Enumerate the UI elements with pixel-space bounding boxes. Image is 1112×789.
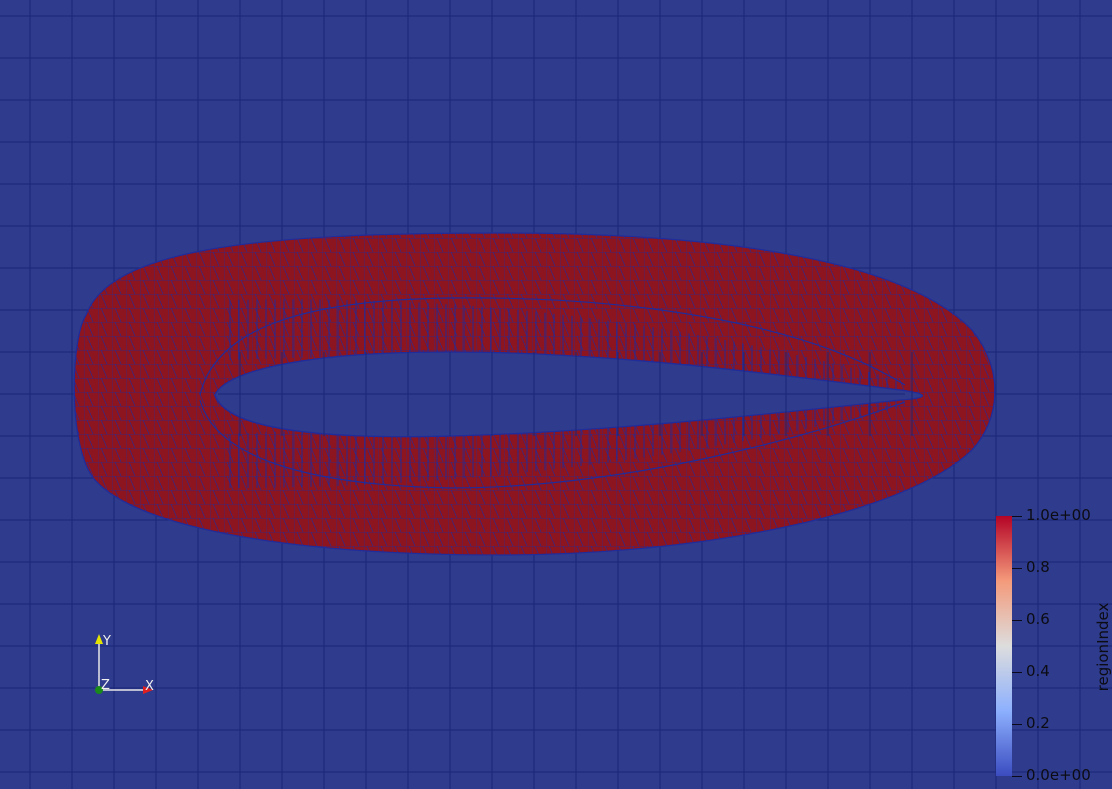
colorbar-tick-label: 0.0e+00 [1026,766,1091,784]
colorbar-title: regionIndex [1094,602,1112,692]
colorbar-tick-label: 0.2 [1026,714,1050,732]
axis-x-label: X [145,679,154,694]
hole-background-grid [218,352,913,436]
axis-y-label: Y [102,634,111,649]
colorbar-tick [1012,672,1022,673]
inner-boundary-layer [199,297,906,396]
colorbar-tick-label: 1.0e+00 [1026,506,1091,524]
colorbar-tick [1012,620,1022,621]
colorbar-tick-label: 0.4 [1026,662,1050,680]
axis-z-label: Z [101,678,110,693]
colorbar-tick-label: 0.8 [1026,558,1050,576]
colorbar-tick [1012,724,1022,725]
colorbar-tick [1012,516,1022,517]
region-mesh [73,232,996,556]
orientation-axes: Y X Z [95,634,154,694]
colorbar-tick [1012,568,1022,569]
colorbar-tick-label: 0.6 [1026,610,1050,628]
colorbar-tick [1012,776,1022,777]
colorbar [996,516,1012,776]
